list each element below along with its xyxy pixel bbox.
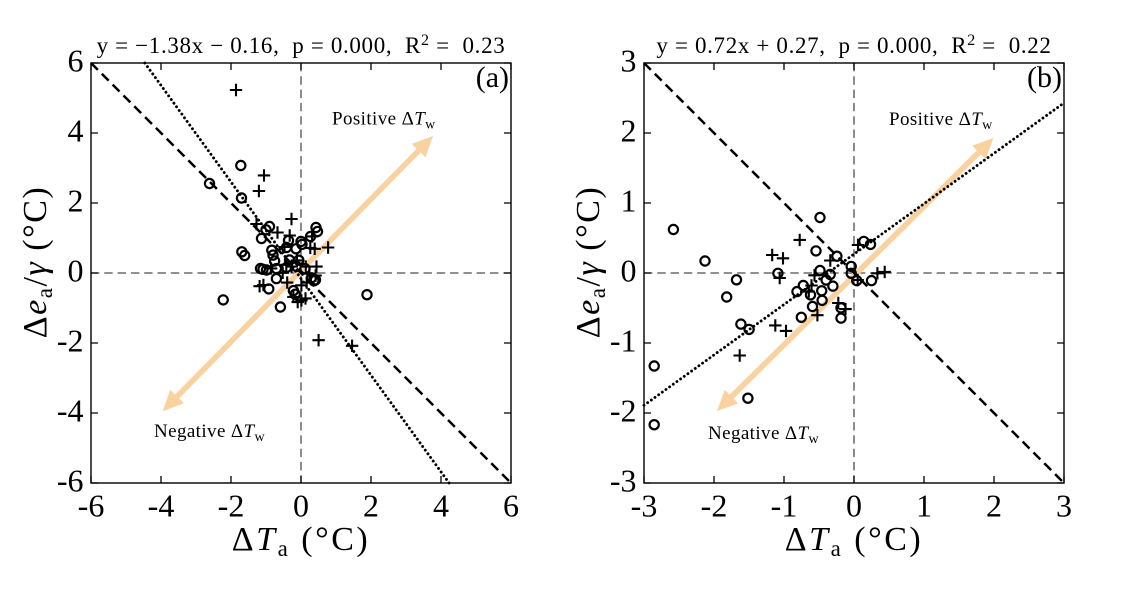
svg-text:0: 0 — [68, 252, 84, 288]
svg-text:0: 0 — [293, 488, 309, 524]
svg-text:0: 0 — [621, 252, 637, 288]
svg-text:4: 4 — [68, 112, 84, 148]
svg-text:Negative ΔTw: Negative ΔTw — [154, 421, 266, 445]
svg-text:2: 2 — [986, 488, 1002, 524]
svg-text:1: 1 — [621, 182, 637, 218]
svg-text:y = −1.38x − 0.16, p = 0.000,: y = −1.38x − 0.16, p = 0.000, R2 = 0.23 — [97, 32, 506, 58]
svg-text:-4: -4 — [57, 392, 84, 428]
svg-text:(b): (b) — [1027, 61, 1062, 94]
svg-text:3: 3 — [621, 42, 637, 78]
svg-text:2: 2 — [363, 488, 379, 524]
svg-text:-3: -3 — [610, 462, 637, 498]
svg-text:-2: -2 — [610, 392, 637, 428]
svg-text:Positive ΔTw: Positive ΔTw — [889, 109, 993, 133]
svg-text:2: 2 — [68, 182, 84, 218]
svg-text:Δea/γ (°C): Δea/γ (°C) — [570, 186, 610, 338]
svg-text:4: 4 — [433, 488, 449, 524]
svg-text:-1: -1 — [771, 488, 798, 524]
svg-text:ΔTa (°C): ΔTa (°C) — [785, 521, 923, 561]
svg-text:-2: -2 — [701, 488, 728, 524]
svg-text:3: 3 — [1056, 488, 1072, 524]
svg-text:ΔTa (°C): ΔTa (°C) — [232, 521, 370, 561]
svg-text:0: 0 — [846, 488, 862, 524]
svg-text:(a): (a) — [476, 61, 509, 94]
svg-text:-1: -1 — [610, 322, 637, 358]
svg-text:-3: -3 — [631, 488, 658, 524]
svg-text:-6: -6 — [78, 488, 105, 524]
svg-text:Positive ΔTw: Positive ΔTw — [332, 109, 436, 133]
svg-text:6: 6 — [503, 488, 519, 524]
svg-text:-4: -4 — [148, 488, 175, 524]
svg-text:Negative ΔTw: Negative ΔTw — [708, 423, 820, 447]
svg-text:-6: -6 — [57, 462, 84, 498]
svg-text:-2: -2 — [218, 488, 245, 524]
svg-text:y = 0.72x + 0.27, p = 0.000,: y = 0.72x + 0.27, p = 0.000, R2 = 0.22 — [656, 32, 1051, 58]
svg-text:1: 1 — [916, 488, 932, 524]
svg-text:-2: -2 — [57, 322, 84, 358]
svg-text:2: 2 — [621, 112, 637, 148]
svg-text:Δea/γ (°C): Δea/γ (°C) — [17, 186, 57, 338]
svg-text:6: 6 — [68, 42, 84, 78]
